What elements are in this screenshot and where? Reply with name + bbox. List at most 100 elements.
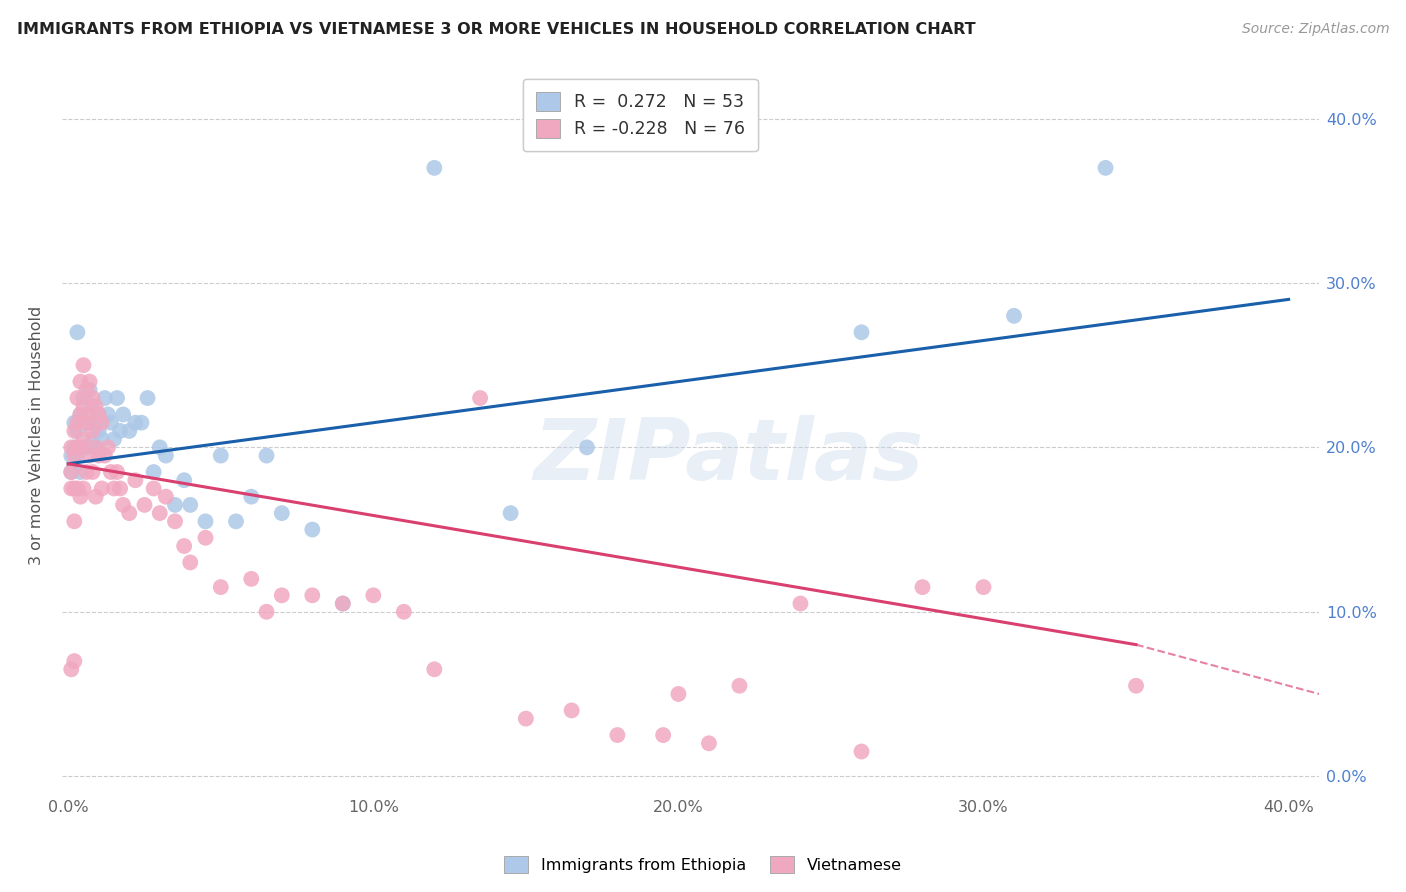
Point	[270, 506, 292, 520]
Point	[63, 416, 86, 430]
Text: ZIPatlas: ZIPatlas	[533, 415, 924, 498]
Point	[515, 712, 537, 726]
Point	[72, 358, 94, 372]
Point	[79, 449, 101, 463]
Point	[79, 383, 101, 397]
Point	[155, 449, 177, 463]
Point	[124, 473, 146, 487]
Point	[72, 391, 94, 405]
Point	[256, 449, 278, 463]
Point	[332, 597, 354, 611]
Point	[134, 498, 156, 512]
Point	[87, 408, 110, 422]
Point	[72, 482, 94, 496]
Point	[72, 432, 94, 446]
Point	[1094, 161, 1116, 175]
Point	[94, 391, 117, 405]
Point	[69, 441, 91, 455]
Point	[173, 473, 195, 487]
Point	[225, 514, 247, 528]
Point	[69, 375, 91, 389]
Point	[97, 408, 120, 422]
Point	[82, 424, 104, 438]
Point	[90, 482, 112, 496]
Point	[66, 326, 89, 340]
Point	[112, 498, 135, 512]
Point	[66, 391, 89, 405]
Point	[76, 441, 98, 455]
Point	[87, 424, 110, 438]
Point	[90, 432, 112, 446]
Point	[179, 556, 201, 570]
Point	[66, 441, 89, 455]
Point	[87, 449, 110, 463]
Point	[118, 424, 141, 438]
Point	[82, 432, 104, 446]
Point	[103, 482, 125, 496]
Point	[118, 506, 141, 520]
Point	[1002, 309, 1025, 323]
Point	[82, 465, 104, 479]
Point	[332, 597, 354, 611]
Point	[105, 391, 128, 405]
Point	[97, 441, 120, 455]
Point	[84, 441, 107, 455]
Point	[149, 506, 172, 520]
Legend: R =  0.272   N = 53, R = -0.228   N = 76: R = 0.272 N = 53, R = -0.228 N = 76	[523, 79, 758, 152]
Point	[155, 490, 177, 504]
Point	[423, 161, 446, 175]
Text: Source: ZipAtlas.com: Source: ZipAtlas.com	[1241, 22, 1389, 37]
Point	[728, 679, 751, 693]
Point	[63, 441, 86, 455]
Point	[69, 408, 91, 422]
Point	[136, 391, 159, 405]
Point	[60, 465, 83, 479]
Point	[240, 490, 263, 504]
Point	[131, 416, 153, 430]
Point	[72, 441, 94, 455]
Point	[84, 490, 107, 504]
Point	[194, 531, 217, 545]
Point	[66, 424, 89, 438]
Point	[163, 514, 186, 528]
Point	[973, 580, 995, 594]
Point	[87, 408, 110, 422]
Point	[76, 465, 98, 479]
Point	[179, 498, 201, 512]
Point	[789, 597, 811, 611]
Point	[94, 449, 117, 463]
Point	[60, 449, 83, 463]
Point	[60, 662, 83, 676]
Point	[209, 580, 232, 594]
Point	[63, 654, 86, 668]
Y-axis label: 3 or more Vehicles in Household: 3 or more Vehicles in Household	[30, 305, 44, 565]
Point	[149, 441, 172, 455]
Point	[142, 482, 165, 496]
Legend: Immigrants from Ethiopia, Vietnamese: Immigrants from Ethiopia, Vietnamese	[498, 849, 908, 880]
Point	[72, 399, 94, 413]
Point	[63, 449, 86, 463]
Point	[575, 441, 598, 455]
Point	[105, 465, 128, 479]
Point	[561, 703, 583, 717]
Point	[173, 539, 195, 553]
Point	[108, 482, 131, 496]
Point	[240, 572, 263, 586]
Point	[69, 490, 91, 504]
Point	[363, 588, 385, 602]
Point	[270, 588, 292, 602]
Point	[100, 465, 122, 479]
Point	[63, 482, 86, 496]
Point	[84, 399, 107, 413]
Point	[392, 605, 415, 619]
Point	[697, 736, 720, 750]
Point	[124, 416, 146, 430]
Point	[112, 408, 135, 422]
Point	[84, 416, 107, 430]
Point	[66, 416, 89, 430]
Point	[60, 465, 83, 479]
Point	[63, 424, 86, 438]
Point	[79, 408, 101, 422]
Point	[79, 416, 101, 430]
Point	[108, 424, 131, 438]
